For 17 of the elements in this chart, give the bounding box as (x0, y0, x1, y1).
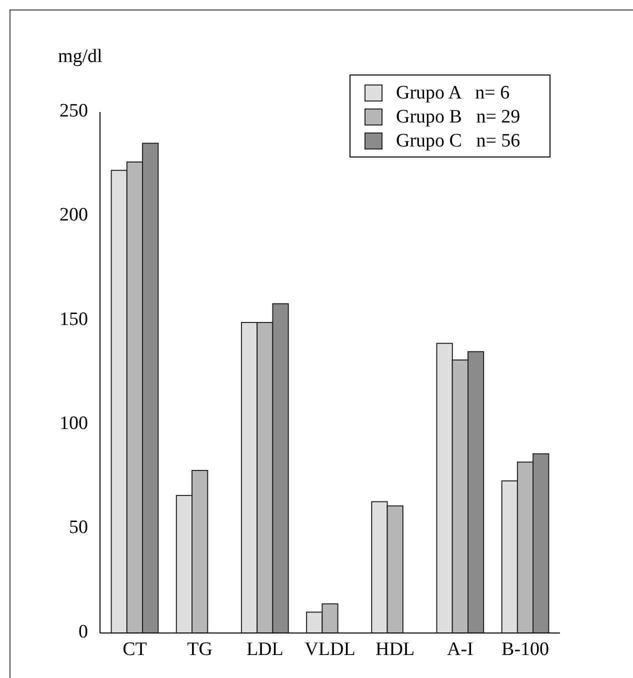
legend-label: Grupo A n= 6 (396, 82, 510, 104)
x-tick-label: HDL (376, 639, 415, 660)
y-tick-label: 150 (60, 308, 88, 330)
legend-label: Grupo C n= 56 (396, 130, 520, 152)
y-tick-label: 50 (69, 517, 88, 538)
legend-label: Grupo B n= 29 (396, 106, 520, 128)
x-tick-label: B-100 (502, 639, 550, 660)
x-tick-label: A-I (446, 639, 474, 660)
x-tick-label: LDL (246, 639, 284, 660)
y-axis-title: mg/dl (58, 46, 102, 67)
y-tick-label: 100 (60, 412, 88, 434)
y-tick-label: 250 (60, 100, 88, 122)
x-tick-label: VLDL (304, 639, 356, 660)
x-tick-label: TG (187, 639, 213, 660)
y-tick-label: 200 (60, 204, 88, 226)
y-tick-label: 0 (78, 621, 88, 642)
x-tick-label: CT (122, 639, 148, 660)
